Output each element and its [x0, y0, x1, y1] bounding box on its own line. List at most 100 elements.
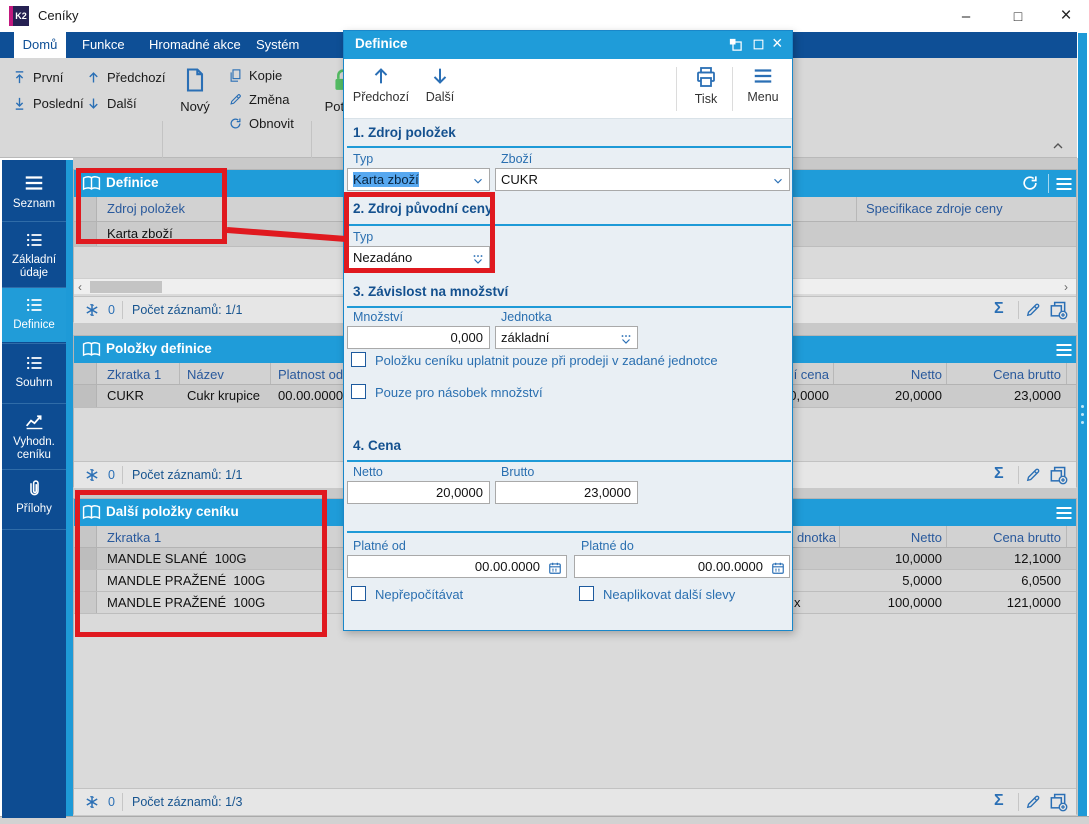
sidebar-item-prilohy[interactable]: Přílohy [2, 470, 66, 528]
checkbox-neaplikovat-label: Neaplikovat další slevy [603, 587, 736, 602]
collapse-ribbon-icon[interactable] [1050, 138, 1066, 154]
checkbox-uplatnit-v-jednotce[interactable] [351, 352, 366, 367]
tab-funkce[interactable]: Funkce [82, 37, 125, 52]
tab-domu[interactable]: Domů [14, 32, 66, 58]
scroll-right-icon[interactable]: › [1064, 280, 1068, 294]
column-jednotka[interactable]: dnotka [796, 530, 836, 545]
sidebar-item-definice[interactable]: Definice [2, 288, 66, 342]
column-zkratka1[interactable]: Zkratka 1 [107, 530, 162, 545]
column-netto[interactable]: Netto [910, 367, 942, 382]
checkbox-uplatnit-label: Položku ceníku uplatnit pouze při prodej… [375, 353, 718, 368]
calendar-icon[interactable] [771, 561, 785, 575]
book-icon [82, 340, 101, 359]
cell-zkratka: MANDLE SLANÉ 100G [107, 551, 247, 566]
sidebar-separator [2, 403, 66, 404]
column-nazev[interactable]: Název [187, 367, 224, 382]
platne-do-input[interactable]: 00.00.0000 [574, 555, 790, 578]
checkbox-nasobek-mnozstvi[interactable] [351, 384, 366, 399]
splitter-dot [1081, 405, 1084, 408]
auto-actions-icon[interactable] [84, 302, 100, 318]
netto-label: Netto [353, 465, 383, 479]
typ-puvodni-label: Typ [353, 230, 374, 244]
column-zdroj-polozek[interactable]: Zdroj položek [107, 201, 186, 216]
new-record-button[interactable]: Nový [168, 66, 222, 114]
cell-zkratka: CUKR [107, 388, 144, 403]
copy-add-icon[interactable] [1048, 300, 1068, 320]
panel-menu-icon[interactable] [1054, 503, 1074, 523]
maximize-dialog-icon[interactable] [752, 38, 765, 51]
dialog-previous-button[interactable]: Předchozí [348, 65, 414, 104]
maximize-button[interactable]: □ [1013, 8, 1023, 24]
auto-actions-icon[interactable] [84, 467, 100, 483]
column-platnost-od[interactable]: Platnost od [278, 367, 344, 382]
auto-actions-icon[interactable] [84, 794, 100, 810]
mnozstvi-input[interactable]: 0,000 [347, 326, 490, 349]
pencil-icon [228, 92, 243, 107]
print-button[interactable]: Tisk [684, 65, 728, 106]
sum-icon[interactable]: Σ [994, 792, 1004, 809]
book-icon [82, 503, 101, 522]
column-cena-brutto[interactable]: Cena brutto [993, 367, 1061, 382]
sum-icon[interactable]: Σ [994, 465, 1004, 482]
scrollbar-thumb[interactable] [90, 281, 162, 293]
sidebar-item-seznam[interactable]: Seznam [2, 162, 66, 220]
tab-system[interactable]: Systém [256, 37, 300, 52]
typ-combobox[interactable]: Karta zboží [347, 168, 490, 191]
edit-icon[interactable] [1024, 793, 1042, 811]
edit-icon[interactable] [1024, 466, 1042, 484]
brutto-input[interactable]: 23,0000 [495, 481, 638, 504]
calendar-icon[interactable] [548, 561, 562, 575]
status-separator [122, 301, 123, 319]
sidebar-item-zakladni-udaje[interactable]: Základní údaje [2, 222, 66, 286]
panel-menu-icon[interactable] [1054, 340, 1074, 360]
zbozi-combobox[interactable]: CUKR [495, 168, 790, 191]
platne-od-input[interactable]: 00.00.0000 [347, 555, 567, 578]
copy-add-icon[interactable] [1048, 792, 1068, 812]
sidebar-item-vyhodnoceni-ceniku[interactable]: Vyhodn. ceníku [2, 404, 66, 468]
column-zkratka1[interactable]: Zkratka 1 [107, 367, 162, 382]
edit-record-button[interactable]: Změna [228, 92, 289, 107]
book-icon [82, 174, 101, 193]
typ-puvodni-combobox[interactable]: Nezadáno [347, 246, 490, 269]
scroll-left-icon[interactable]: ‹ [78, 280, 82, 294]
close-dialog-icon[interactable]: × [772, 33, 783, 53]
row-gutter [74, 222, 97, 246]
close-button[interactable]: × [1060, 5, 1072, 26]
refresh-panel-icon[interactable] [1020, 173, 1040, 193]
checkbox-neprepocitavat[interactable] [351, 586, 366, 601]
netto-input[interactable]: 20,0000 [347, 481, 490, 504]
sum-icon[interactable]: Σ [994, 300, 1004, 317]
arrow-up-icon [370, 65, 392, 87]
arrow-up-icon [86, 70, 101, 85]
status-count: 0 [108, 303, 115, 317]
column-cena-brutto[interactable]: Cena brutto [993, 530, 1061, 545]
minimize-button[interactable]: – [961, 7, 971, 25]
float-window-icon[interactable] [728, 37, 743, 52]
refresh-record-button[interactable]: Obnovit [228, 116, 294, 131]
edit-icon[interactable] [1024, 301, 1042, 319]
column-separator [856, 197, 857, 221]
list-select-icon [619, 332, 633, 347]
tab-hromadne-akce[interactable]: Hromadné akce [149, 37, 241, 52]
dialog-definice: Definice × Předchozí Další Tisk Menu 1. … [343, 30, 793, 631]
column-puvodni-cena[interactable]: í cena [793, 367, 829, 382]
copy-add-icon[interactable] [1048, 465, 1068, 485]
checkbox-neaplikovat-slevy[interactable] [579, 586, 594, 601]
previous-record-button[interactable]: Předchozí [86, 70, 166, 85]
column-specifikace-zdroje-ceny[interactable]: Specifikace zdroje ceny [866, 201, 1003, 216]
status-separator [122, 466, 123, 484]
column-netto[interactable]: Netto [910, 530, 942, 545]
dialog-menu-button[interactable]: Menu [738, 65, 788, 104]
sidebar-item-souhrn[interactable]: Souhrn [2, 344, 66, 402]
jednotka-combobox[interactable]: základní [495, 326, 638, 349]
next-record-button[interactable]: Další [86, 96, 137, 111]
first-record-button[interactable]: První [12, 70, 63, 85]
row-gutter [74, 592, 97, 613]
copy-record-button[interactable]: Kopie [228, 68, 282, 83]
status-separator [1018, 301, 1019, 319]
panel-menu-icon[interactable] [1054, 174, 1074, 194]
status-separator [1018, 793, 1019, 811]
section-3-title: 3. Závislost na množství [353, 284, 509, 299]
last-record-button[interactable]: Poslední [12, 96, 84, 111]
dialog-next-button[interactable]: Další [418, 65, 462, 104]
